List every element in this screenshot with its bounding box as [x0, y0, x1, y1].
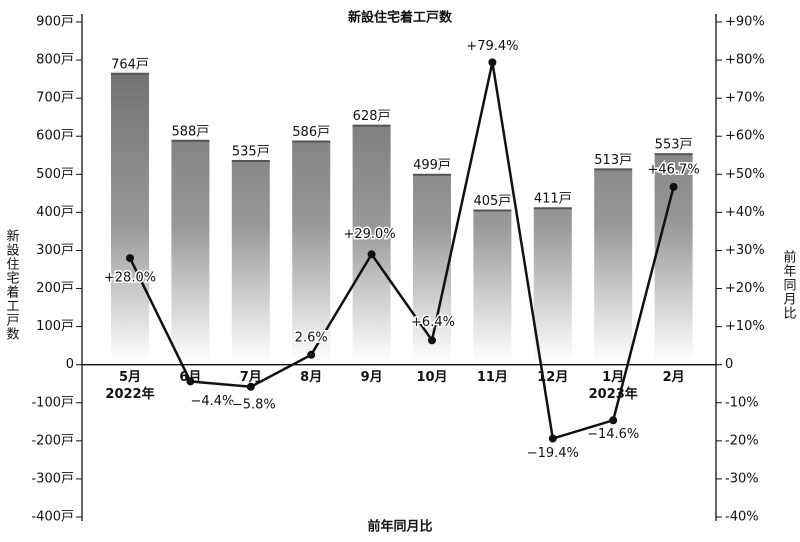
y2-tick-label: +60%	[725, 129, 765, 144]
line-point	[488, 58, 497, 67]
chart-title: 新設住宅着工戸数	[348, 10, 453, 26]
y-tick-label: 400戸	[36, 205, 74, 220]
y2-axis-title: 前年同月比	[781, 249, 797, 320]
line-label: +29.0%	[343, 227, 395, 242]
y-tick-label: 200戸	[36, 281, 74, 296]
bar	[473, 210, 512, 365]
x-tick-label: 2月	[663, 370, 685, 385]
x-tick-label: 7月	[240, 370, 262, 385]
x-tick-label: 5月	[119, 370, 141, 385]
x-tick-sublabel: 2023年	[589, 386, 638, 402]
bar	[292, 141, 331, 365]
y-tick-label: 500戸	[36, 167, 74, 182]
bar-label: 513戸	[594, 153, 632, 168]
y-tick-label: 600戸	[36, 129, 74, 144]
bar-label: 764戸	[111, 57, 149, 72]
y2-tick-label: +40%	[725, 205, 765, 220]
y2-tick-label: +30%	[725, 243, 765, 258]
y-tick-label: 800戸	[36, 53, 74, 68]
line-point	[367, 250, 376, 259]
bar	[594, 169, 633, 365]
y-tick-label: -300戸	[31, 471, 74, 486]
line-label: −19.4%	[527, 446, 579, 461]
bar	[171, 140, 210, 365]
y-tick-label: 900戸	[36, 15, 74, 30]
line-point	[609, 416, 618, 425]
line-label: −14.6%	[587, 427, 639, 442]
y2-tick-label: -30%	[725, 471, 759, 486]
y-tick-label: 700戸	[36, 91, 74, 106]
line	[128, 62, 675, 441]
bar-label: 535戸	[232, 144, 270, 159]
line-point	[186, 377, 195, 386]
x-tick-sublabel: 2022年	[105, 386, 154, 402]
y2-tick-label: +50%	[725, 167, 765, 182]
y2-tick-label: -40%	[725, 510, 759, 525]
y-tick-label: -400戸	[31, 510, 74, 525]
y2-tick-label: +10%	[725, 319, 765, 334]
y2-tick-label: -20%	[725, 433, 759, 448]
x-tick-label: 12月	[537, 370, 568, 385]
bar	[413, 174, 451, 365]
line-point	[246, 382, 255, 391]
bar-label: 586戸	[292, 125, 330, 140]
line-label: −5.8%	[232, 397, 276, 412]
bar-label: 628戸	[353, 109, 391, 124]
x-tick-label: 8月	[300, 370, 322, 385]
y2-tick-label: +70%	[725, 91, 765, 106]
bar	[352, 125, 391, 365]
bar-label: 588戸	[171, 124, 209, 139]
line-label: −4.4%	[190, 394, 234, 409]
x-axis-title: 前年同月比	[367, 519, 432, 535]
line-point	[548, 434, 557, 443]
x-tick-label: 10月	[416, 370, 447, 385]
y2-tick-label: -10%	[725, 395, 759, 410]
line-label: +46.7%	[647, 162, 699, 177]
line-point	[307, 350, 316, 359]
line-point	[428, 336, 436, 345]
y-tick-label: 0	[66, 357, 74, 372]
line-point	[669, 182, 678, 191]
bar-label: 405戸	[473, 194, 511, 209]
y2-tick-label: +20%	[725, 281, 765, 296]
y2-tick-label: +90%	[725, 15, 765, 30]
bar-label: 411戸	[534, 192, 572, 207]
line-label: +79.4%	[466, 39, 518, 54]
x-tick-label: 9月	[361, 370, 383, 385]
bar	[231, 160, 270, 365]
x-tick-label: 11月	[477, 370, 508, 385]
bar	[533, 208, 572, 365]
line-point	[126, 254, 134, 263]
y-axis-title: 新設住宅着工戸数	[4, 228, 20, 341]
y-tick-label: -100戸	[31, 395, 74, 410]
bar-label: 499戸	[413, 158, 451, 173]
x-tick-label: 1月	[602, 370, 624, 385]
y2-tick-label: +80%	[725, 53, 765, 68]
line-label: 2.6%	[295, 330, 328, 345]
y2-tick-label: 0	[725, 357, 733, 372]
bar	[111, 73, 149, 365]
bar-label: 553戸	[655, 138, 693, 153]
line-label: +28.0%	[104, 271, 156, 286]
y-tick-label: 300戸	[36, 243, 74, 258]
y-tick-label: -200戸	[31, 433, 74, 448]
line-label: +6.4%	[411, 315, 455, 330]
y-tick-label: 100戸	[36, 319, 74, 334]
